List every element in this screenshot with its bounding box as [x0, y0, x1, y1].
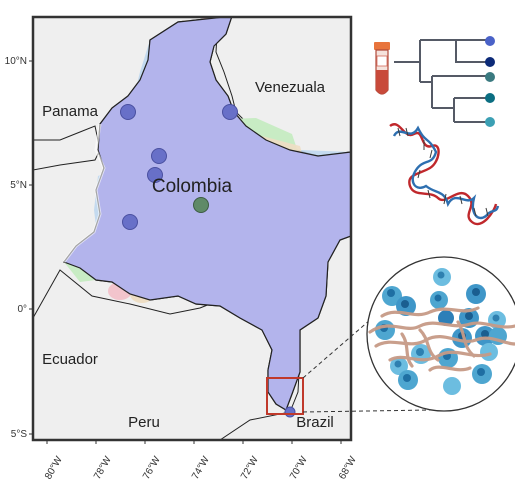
connector-line [302, 409, 431, 413]
lat-axis: 10°N 5°N 0° 5°S [5, 56, 33, 440]
tree-tip[interactable] [485, 72, 495, 82]
fiber-strands [368, 306, 515, 372]
lon-tick-label: 70°W [288, 454, 310, 481]
phylogeny-tips [485, 36, 495, 127]
lon-tick-label: 68°W [337, 454, 359, 481]
highlight-box[interactable] [266, 377, 304, 415]
pacific-coast [62, 123, 106, 263]
sample-point[interactable] [193, 197, 209, 213]
sample-point[interactable] [147, 167, 163, 183]
lat-tick-label: 10°N [5, 56, 27, 67]
lon-tick-label: 72°W [239, 454, 261, 481]
connector-line [302, 319, 371, 379]
tree-tip[interactable] [485, 93, 495, 103]
map-frame [31, 15, 353, 442]
dna-helix-icon [389, 123, 500, 226]
lon-axis: 80°W 78°W 76°W 74°W 72°W 70°W 68°W [43, 440, 359, 482]
label-ecuador: Ecuador [42, 351, 98, 368]
tree-tip[interactable] [485, 117, 495, 127]
sample-point[interactable] [120, 104, 136, 120]
sample-point[interactable] [122, 214, 138, 230]
label-peru: Peru [128, 414, 160, 431]
tree-tip[interactable] [485, 36, 495, 46]
lat-tick-label: 5°N [10, 180, 27, 191]
tree-tip[interactable] [485, 57, 495, 67]
label-brazil: Brazil [296, 414, 334, 431]
test-tube-icon [374, 42, 390, 95]
label-panama: Panama [42, 103, 99, 120]
sample-point[interactable] [151, 148, 167, 164]
phylogenetic-tree [394, 39, 488, 123]
lat-tick-label: 0° [17, 304, 27, 315]
tissue-inset [366, 256, 515, 412]
lon-tick-label: 74°W [190, 454, 212, 481]
lat-tick-label: 5°S [11, 429, 28, 440]
lon-tick-label: 80°W [43, 454, 65, 481]
sample-point[interactable] [222, 104, 238, 120]
label-venezuela: Venezuala [255, 79, 326, 96]
map-panel: Panama Venezuala Colombia Ecuador Peru B… [31, 15, 353, 442]
lon-tick-label: 76°W [141, 454, 163, 481]
sample-point[interactable] [284, 406, 296, 418]
label-colombia: Colombia [152, 176, 233, 197]
lon-tick-label: 78°W [92, 454, 114, 481]
